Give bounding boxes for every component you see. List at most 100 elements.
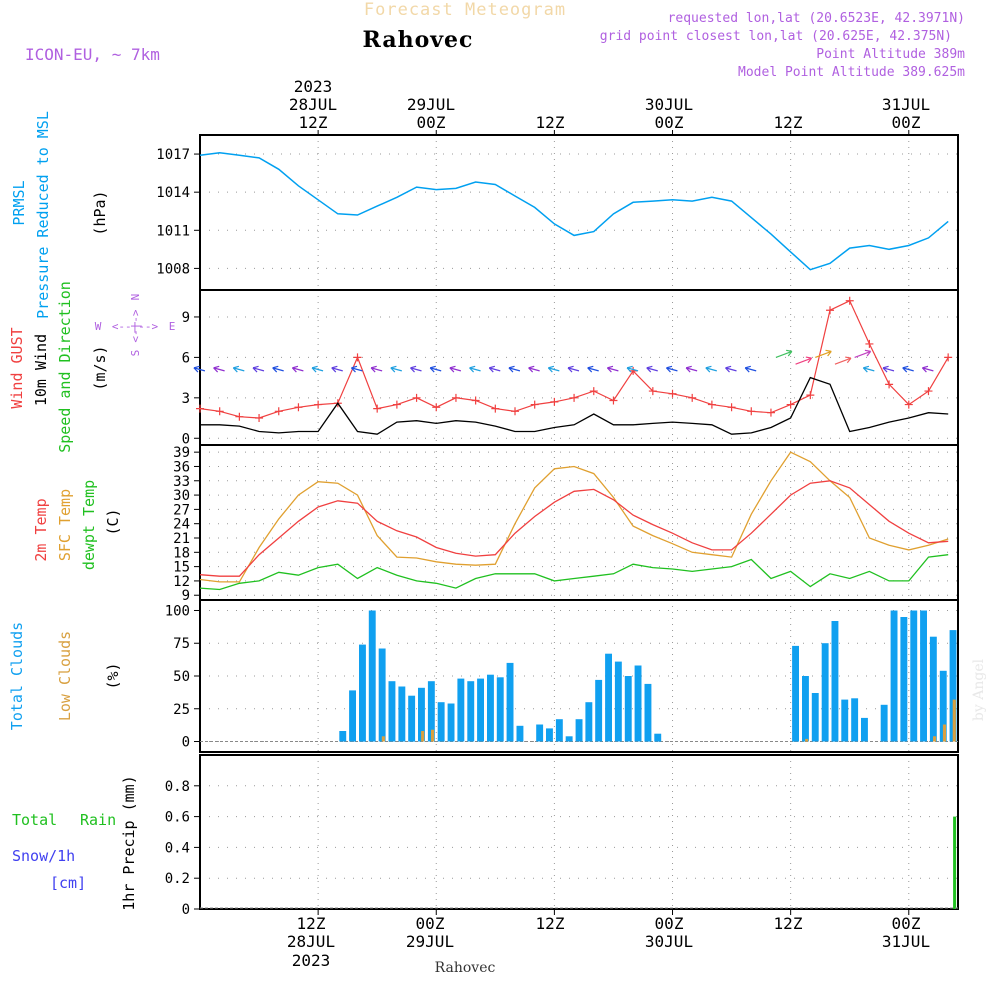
pressure-label-2: Pressure Reduced to MSL <box>34 111 52 319</box>
top-label-line3: 00Z <box>892 113 921 132</box>
wind-direction-arrow-head <box>786 349 793 357</box>
wind-direction-arrow-head <box>449 365 456 373</box>
wind-direction-arrow <box>292 367 304 372</box>
total-cloud-bar <box>929 636 937 742</box>
total-cloud-bar <box>614 661 622 742</box>
bottom-time-axis: 12Z 28JUL 2023 00Z 29JUL 12Z 00Z 30JUL 1… <box>287 914 930 976</box>
gust-marker <box>826 306 835 315</box>
total-cloud-bar <box>359 644 366 742</box>
wind-direction-arrow-head <box>488 365 496 373</box>
wind-direction-arrow-head <box>272 365 279 373</box>
wind-direction-arrow <box>508 367 521 372</box>
wind-ytick-label: 9 <box>182 310 190 326</box>
total-cloud-bar <box>546 728 553 742</box>
rain-bar <box>953 816 957 909</box>
top-label-line2: 29JUL <box>407 95 455 114</box>
total-cloud-bar <box>555 719 563 742</box>
pressure-unit: (hPa) <box>91 190 109 235</box>
precip-frame <box>199 754 959 910</box>
bottom-label-line3: 2023 <box>292 951 331 970</box>
total-cloud-bar <box>349 690 356 742</box>
temp-ytick-label: 21 <box>173 531 190 547</box>
total-cloud-bar <box>634 665 642 742</box>
watermark: by Angel <box>971 658 987 721</box>
gust-marker <box>491 404 500 413</box>
gust-marker <box>294 403 303 412</box>
gust-marker <box>353 353 362 362</box>
wind-direction-arrow-head <box>252 365 259 373</box>
wind-label: 10m Wind <box>32 334 50 406</box>
total-cloud-bar <box>949 630 957 742</box>
total-cloud-bar <box>467 681 475 742</box>
total-cloud-bar <box>408 695 416 742</box>
wind-direction-arrow <box>567 367 580 372</box>
wind-direction-arrow <box>705 367 717 372</box>
precip-ytick-label: 0.8 <box>165 779 190 795</box>
compass-s: S <box>129 350 142 357</box>
wind-direction-arrow-head <box>390 365 397 373</box>
wind-direction-arrow-head <box>587 365 594 373</box>
t2m-label: 2m Temp <box>32 498 50 561</box>
wind-side-labels: Wind GUST 10m Wind Speed and Direction (… <box>8 281 175 453</box>
footer-location: Rahovec <box>435 960 496 976</box>
top-label-line2: 28JUL <box>289 95 337 114</box>
total-cloud-bar <box>368 610 376 742</box>
clouds-ytick-label: 50 <box>173 669 190 685</box>
top-label-line3: 12Z <box>774 113 803 132</box>
total-cloud-bar <box>811 693 819 742</box>
wind-direction-arrow <box>193 367 206 372</box>
total-cloud-bar <box>585 702 593 742</box>
gust-marker <box>471 396 480 405</box>
upper-frame <box>199 134 959 753</box>
low-cloud-bar <box>421 731 425 742</box>
gust-marker <box>511 407 520 416</box>
top-label-line2: 31JUL <box>882 95 930 114</box>
wind-direction-arrow-head <box>705 365 712 373</box>
gust-marker <box>392 400 401 409</box>
pressure-ytick-label: 1008 <box>156 261 190 277</box>
wind-direction-arrow-head <box>725 365 732 373</box>
snow-unit: [cm] <box>50 874 86 892</box>
gust-marker <box>944 353 953 362</box>
low-cloud-bar <box>942 724 946 742</box>
total-cloud-bar <box>624 676 632 742</box>
wind-direction-arrow-head <box>862 365 870 373</box>
total-cloud-bar <box>339 731 347 742</box>
t2m-line <box>199 480 949 577</box>
gust-marker <box>668 389 677 398</box>
wind-direction-arrow-head <box>410 365 417 373</box>
wind-direction-arrow-head <box>685 365 692 373</box>
gust-marker <box>609 396 618 405</box>
top-label-line3: 12Z <box>536 113 565 132</box>
temp-ytick-label: 36 <box>173 459 190 475</box>
wind-direction-arrow <box>213 367 225 372</box>
temp-ytick-label: 30 <box>173 488 190 504</box>
gust-marker <box>550 397 559 406</box>
temp-unit: (C) <box>104 508 122 535</box>
low-clouds-label: Low Clouds <box>56 631 74 721</box>
requested-coords: requested lon,lat (20.6523E, 42.3971N) <box>668 11 965 26</box>
bottom-label-line1: 00Z <box>416 914 445 933</box>
pressure-ytick-label: 1011 <box>156 223 190 239</box>
gust-marker <box>412 393 421 402</box>
precip-unit: 1hr Precip (mm) <box>120 775 138 910</box>
total-cloud-bar <box>841 699 849 742</box>
bottom-label-line1: 12Z <box>536 914 565 933</box>
wind-direction-arrow <box>430 367 442 372</box>
wind-direction-arrow-head <box>193 365 200 373</box>
total-cloud-bar <box>605 653 612 742</box>
gust-marker <box>255 414 264 423</box>
clouds-ytick-label: 0 <box>182 735 190 751</box>
pressure-ytick-label: 1014 <box>156 185 190 201</box>
wind-direction-arrow <box>489 367 501 372</box>
wind-direction-arrow <box>725 367 737 372</box>
total-cloud-bar <box>457 678 465 742</box>
gust-marker <box>904 400 913 409</box>
gust-marker <box>707 400 716 409</box>
wind-direction-arrow <box>834 357 852 365</box>
temp-ytick-label: 12 <box>173 574 190 590</box>
wind-direction-arrow-head <box>666 365 673 373</box>
wind-direction-arrow-head <box>845 356 852 364</box>
dewpt-line <box>199 554 949 591</box>
low-cloud-bar <box>431 729 435 742</box>
